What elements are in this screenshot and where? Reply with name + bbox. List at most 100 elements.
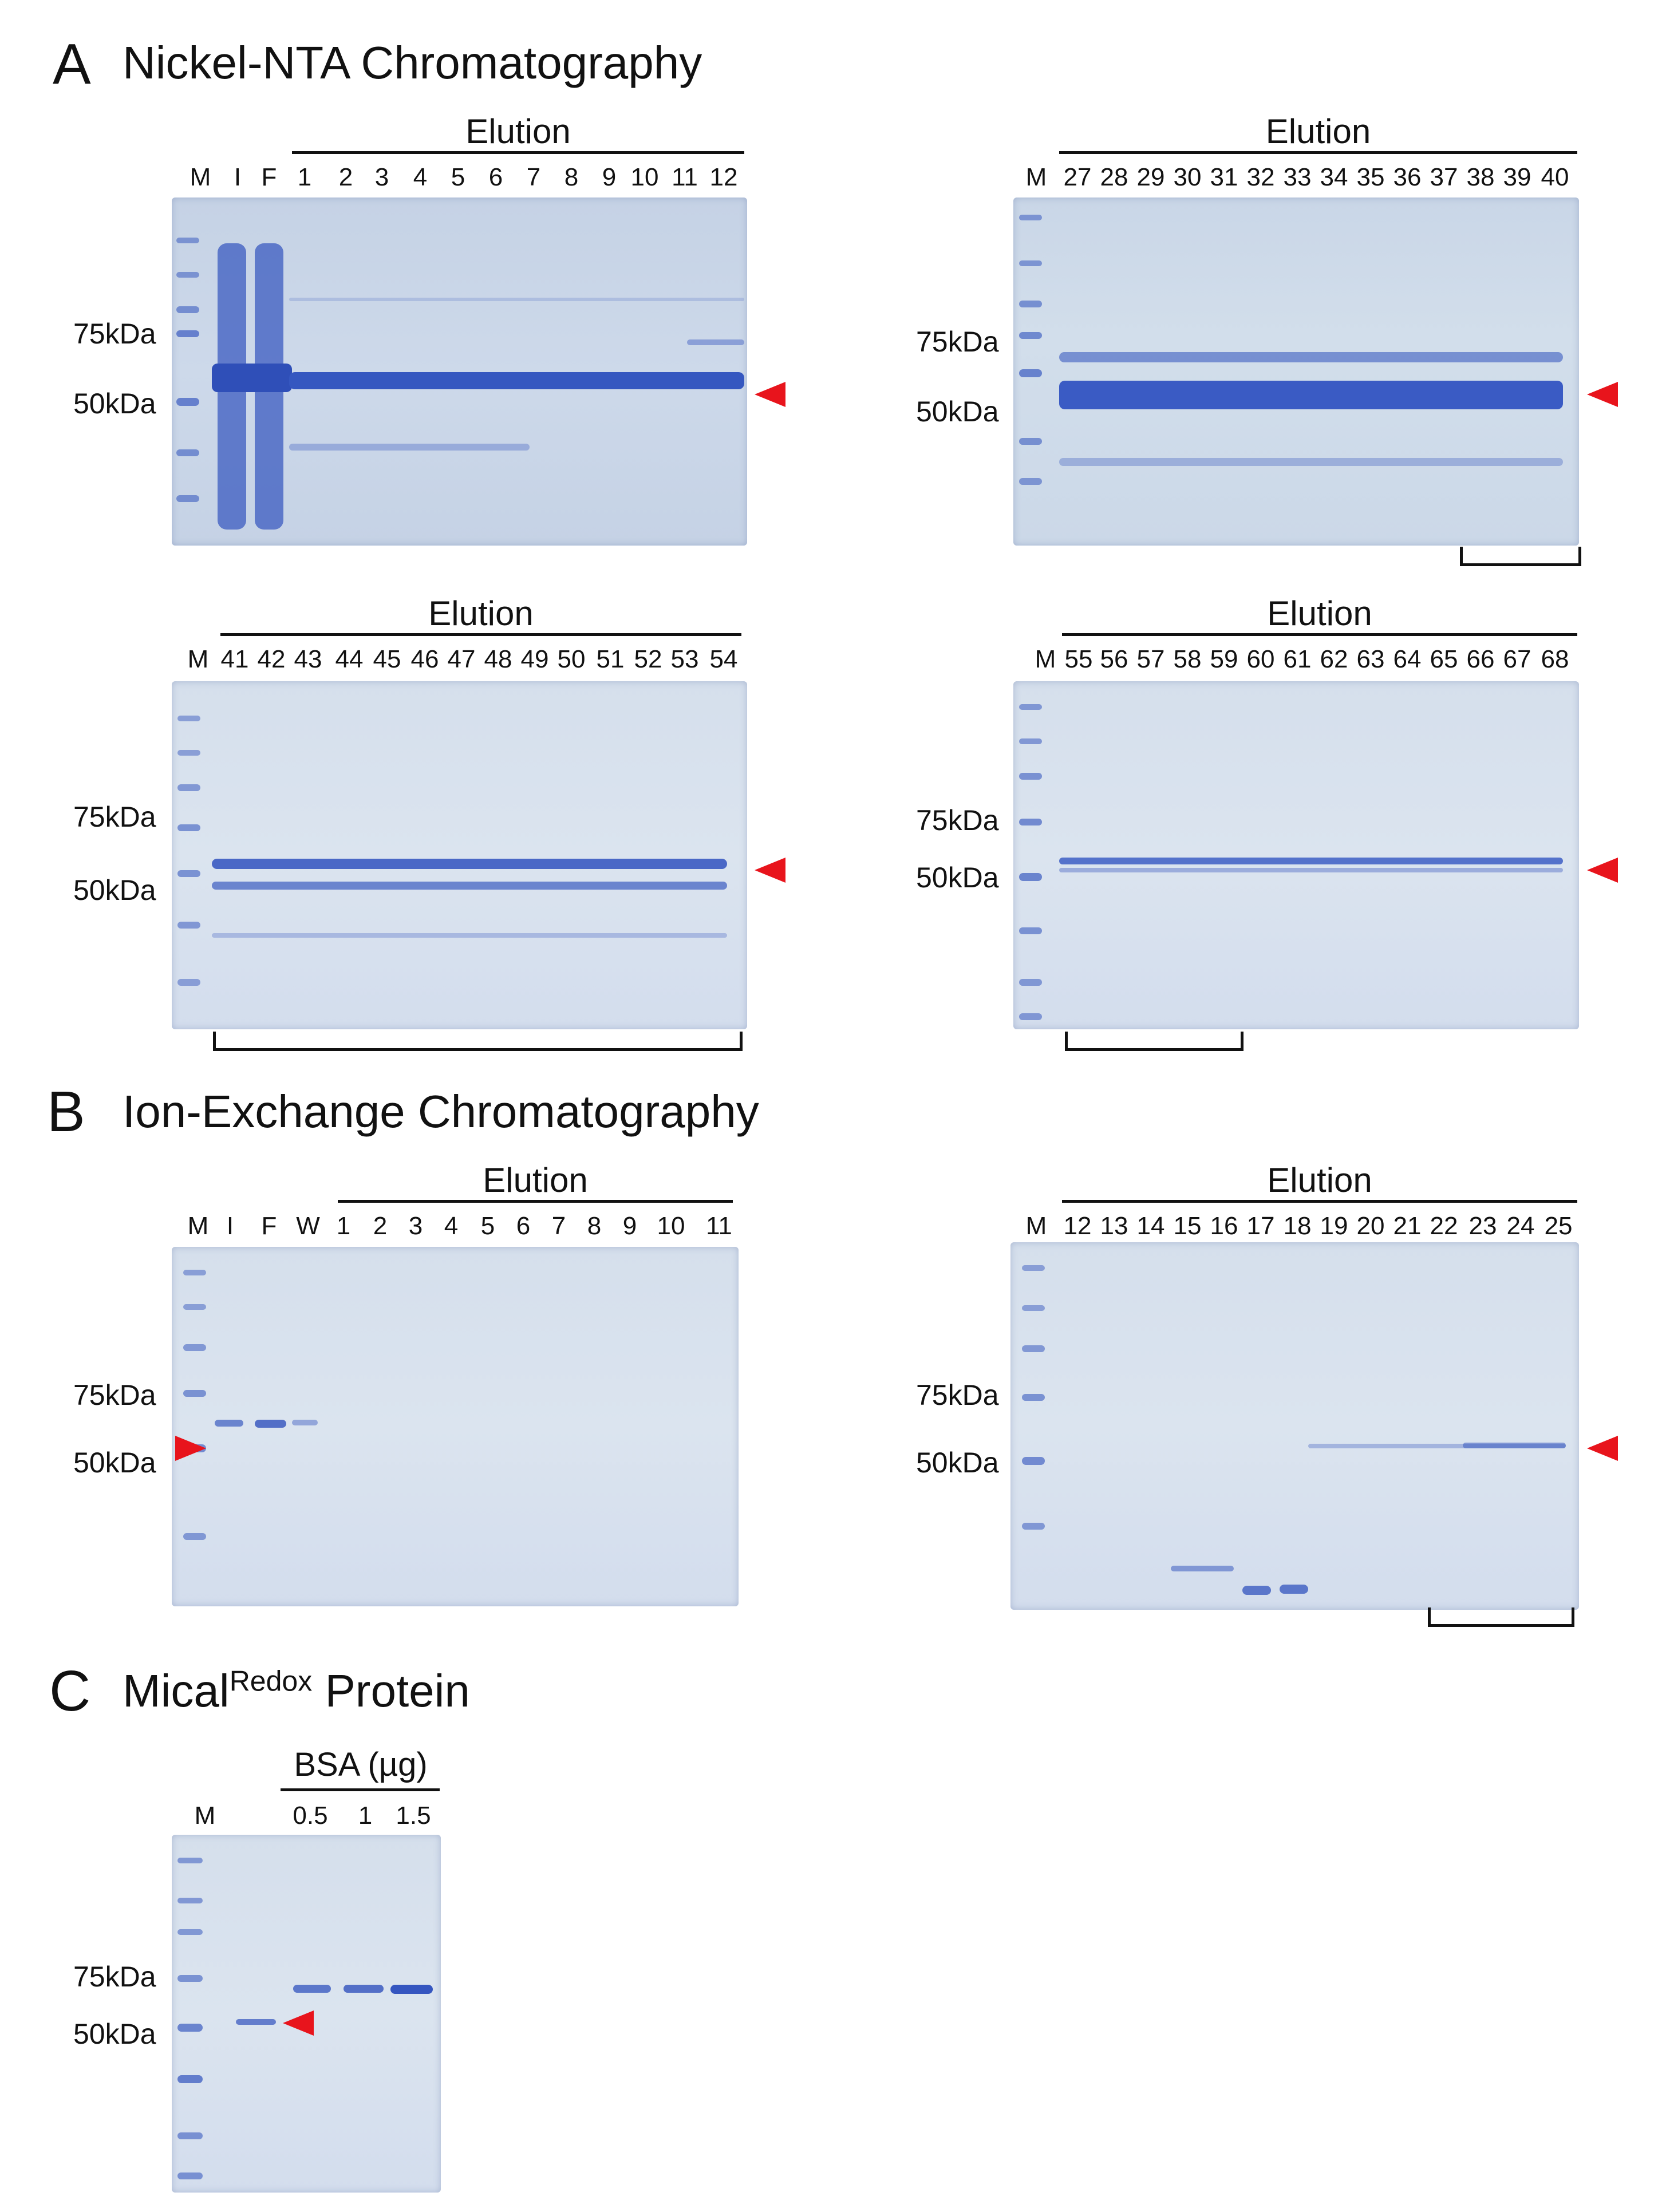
lane-label: 8 bbox=[587, 1212, 602, 1240]
lane-label: 64 bbox=[1393, 645, 1422, 673]
gel-b1-target-arrow-icon bbox=[175, 1436, 206, 1461]
lane-label: 28 bbox=[1100, 163, 1128, 191]
section-c-title: MicalRedox Protein bbox=[123, 1665, 470, 1716]
gel-a4-elution-line bbox=[1062, 633, 1577, 636]
lane-label: 35 bbox=[1356, 163, 1385, 191]
lane-label: 45 bbox=[373, 645, 401, 673]
lane-label: 49 bbox=[520, 645, 549, 673]
gel-a1-target-arrow-icon bbox=[755, 382, 785, 407]
gel-a1-image bbox=[172, 198, 747, 546]
lane-label: 9 bbox=[602, 163, 617, 191]
gel-b2-elution-line bbox=[1062, 1200, 1577, 1203]
lane-label: 11 bbox=[706, 1212, 732, 1240]
lane-label: 10 bbox=[657, 1212, 685, 1240]
lane-label: 51 bbox=[596, 645, 625, 673]
lane-label: I bbox=[234, 163, 242, 191]
gel-b1-image bbox=[172, 1247, 739, 1606]
lane-label: 56 bbox=[1100, 645, 1128, 673]
lane-label: 0.5 bbox=[293, 1802, 328, 1830]
section-c-title-rest: Protein bbox=[312, 1665, 470, 1716]
lane-label: 50 bbox=[557, 645, 586, 673]
gel-a4-kda-50: 50kDa bbox=[916, 862, 999, 894]
lane-label: 20 bbox=[1356, 1212, 1385, 1240]
lane-label: 39 bbox=[1503, 163, 1531, 191]
lane-label: 6 bbox=[488, 163, 503, 191]
lane-label: 2 bbox=[338, 163, 353, 191]
gel-b1-kda-50: 50kDa bbox=[73, 1447, 156, 1479]
lane-label: 68 bbox=[1541, 645, 1569, 673]
lane-label: F bbox=[261, 1212, 277, 1240]
lane-label: 13 bbox=[1100, 1212, 1128, 1240]
gel-a3-kda-50: 50kDa bbox=[73, 874, 156, 906]
gel-b2-kda-50: 50kDa bbox=[916, 1447, 999, 1479]
gel-c-target-arrow-icon bbox=[283, 2010, 314, 2036]
gel-b1-elution-label: Elution bbox=[483, 1161, 588, 1199]
lane-label: 31 bbox=[1210, 163, 1238, 191]
gel-c-image bbox=[172, 1835, 441, 2193]
gel-a3-target-arrow-icon bbox=[755, 858, 785, 883]
gel-a3-elution-label: Elution bbox=[428, 594, 534, 633]
gel-a2-target-arrow-icon bbox=[1587, 382, 1618, 407]
lane-label: M bbox=[1025, 163, 1047, 191]
gel-b1-kda-75: 75kDa bbox=[73, 1379, 156, 1411]
gel-a1-kda-50: 50kDa bbox=[73, 388, 156, 420]
lane-label: 47 bbox=[447, 645, 476, 673]
lane-label: W bbox=[296, 1212, 320, 1240]
gel-a4-pooled-bracket bbox=[1065, 1032, 1244, 1051]
lane-label: 40 bbox=[1541, 163, 1569, 191]
lane-label: 1.5 bbox=[396, 1802, 431, 1830]
lane-label: 59 bbox=[1210, 645, 1238, 673]
gel-a3-image bbox=[172, 681, 747, 1029]
lane-label: F bbox=[261, 163, 277, 191]
lane-label: 27 bbox=[1063, 163, 1092, 191]
gel-b2-image bbox=[1010, 1242, 1579, 1610]
lane-label: 65 bbox=[1430, 645, 1458, 673]
lane-label: 12 bbox=[1063, 1212, 1092, 1240]
gel-a2-elution-label: Elution bbox=[1265, 112, 1371, 151]
lane-label: 5 bbox=[451, 163, 465, 191]
lane-label: 32 bbox=[1246, 163, 1275, 191]
gel-a3-pooled-bracket bbox=[213, 1032, 743, 1051]
lane-label: 18 bbox=[1283, 1212, 1312, 1240]
lane-label: 14 bbox=[1136, 1212, 1165, 1240]
lane-label: 4 bbox=[444, 1212, 459, 1240]
lane-label: 42 bbox=[257, 645, 286, 673]
lane-label: 1 bbox=[358, 1802, 373, 1830]
section-c-title-sup: Redox bbox=[229, 1665, 313, 1697]
lane-label: 54 bbox=[709, 645, 738, 673]
lane-label: M bbox=[187, 645, 209, 673]
gel-a2-image bbox=[1013, 198, 1579, 546]
lane-label: 17 bbox=[1246, 1212, 1275, 1240]
lane-label: 48 bbox=[484, 645, 512, 673]
lane-label: 3 bbox=[408, 1212, 423, 1240]
gel-c-kda-75: 75kDa bbox=[73, 1961, 156, 1993]
lane-label: 8 bbox=[564, 163, 579, 191]
gel-a2-kda-50: 50kDa bbox=[916, 396, 999, 428]
lane-label: 30 bbox=[1173, 163, 1202, 191]
lane-label: 24 bbox=[1506, 1212, 1535, 1240]
lane-label: 9 bbox=[622, 1212, 637, 1240]
lane-label: M bbox=[190, 163, 211, 191]
lane-label: 52 bbox=[634, 645, 662, 673]
lane-label: 33 bbox=[1283, 163, 1312, 191]
section-c-letter: C bbox=[49, 1659, 91, 1723]
lane-label: 62 bbox=[1320, 645, 1348, 673]
gel-a3-elution-line bbox=[220, 633, 741, 636]
lane-label: 3 bbox=[374, 163, 389, 191]
gel-a3-kda-75: 75kDa bbox=[73, 801, 156, 833]
section-a-title: Nickel-NTA Chromatography bbox=[123, 37, 702, 88]
lane-label: 41 bbox=[220, 645, 249, 673]
lane-label: 38 bbox=[1466, 163, 1495, 191]
lane-label: 1 bbox=[336, 1212, 351, 1240]
lane-label: 60 bbox=[1246, 645, 1275, 673]
gel-a2-pooled-bracket bbox=[1460, 547, 1581, 566]
gel-a2-kda-75: 75kDa bbox=[916, 326, 999, 358]
gel-a4-kda-75: 75kDa bbox=[916, 804, 999, 836]
gel-b2-target-arrow-icon bbox=[1587, 1436, 1618, 1461]
lane-label: 7 bbox=[551, 1212, 566, 1240]
gel-a4-elution-label: Elution bbox=[1267, 594, 1372, 633]
lane-label: 29 bbox=[1136, 163, 1165, 191]
lane-label: 1 bbox=[297, 163, 312, 191]
bsa-label: BSA (µg) bbox=[294, 1746, 428, 1783]
lane-label: 53 bbox=[670, 645, 699, 673]
